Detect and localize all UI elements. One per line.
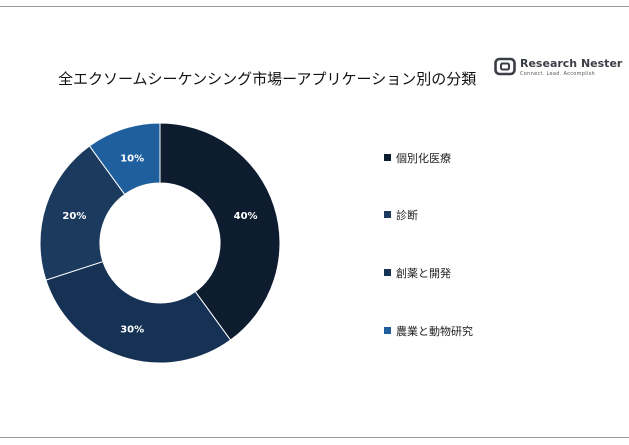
top-rule <box>0 6 629 7</box>
legend-swatch <box>384 327 391 334</box>
slice-label-4: 10% <box>120 153 144 164</box>
bottom-rule <box>0 437 629 438</box>
slice-label-3: 30% <box>120 325 144 336</box>
legend-swatch <box>384 211 391 218</box>
legend-item-2: 診断 <box>384 207 418 223</box>
donut-slice-1 <box>159 122 281 341</box>
donut-slice-2 <box>39 145 126 281</box>
legend-item-4: 農業と動物研究 <box>384 323 473 339</box>
research-nester-logo-icon <box>494 57 516 76</box>
research-nester-logo: Research Nester Connect. Lead. Accomplis… <box>494 56 622 82</box>
legend-label: 農業と動物研究 <box>396 325 473 338</box>
donut-slice-3 <box>45 260 232 364</box>
logo-tagline: Connect. Lead. Accomplish <box>520 71 596 77</box>
logo-name: Research Nester <box>520 57 623 70</box>
legend-label: 創薬と開発 <box>396 267 451 280</box>
donut-slice-4 <box>88 122 161 196</box>
slice-label-1: 40% <box>234 211 258 222</box>
legend-label: 個別化医療 <box>396 152 451 165</box>
chart-title: 全エクソームシーケンシング市場ーアプリケーション別の分類 <box>58 70 477 88</box>
legend-item-1: 個別化医療 <box>384 150 451 166</box>
legend-item-3: 創薬と開発 <box>384 265 451 281</box>
legend-label: 診断 <box>396 209 418 222</box>
legend-swatch <box>384 154 391 161</box>
slice-label-2: 20% <box>62 211 86 222</box>
legend-swatch <box>384 269 391 276</box>
